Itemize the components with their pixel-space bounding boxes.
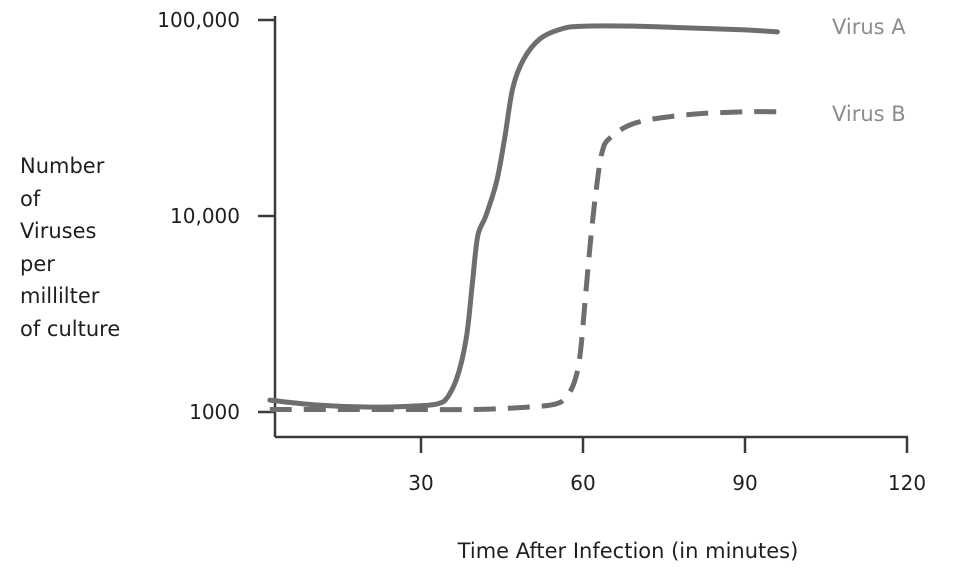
x-tick-label: 30 xyxy=(408,471,433,495)
y-axis-label-line: Number xyxy=(20,154,105,178)
legend-entry-virus-b: Virus B xyxy=(832,102,906,126)
series-line-virus-b xyxy=(269,109,778,413)
y-axis-label-line: of culture xyxy=(20,316,121,341)
y-axis-label: Number of Viruses per millilter of cultu… xyxy=(20,150,120,345)
series-lines xyxy=(267,23,780,413)
legend-entry-virus-a: Virus A xyxy=(832,15,906,39)
y-axis-label-line: per xyxy=(20,251,55,276)
y-tick-label: 10,000 xyxy=(170,204,240,228)
x-tick-label: 120 xyxy=(888,471,926,495)
x-ticks: 30 60 90 120 xyxy=(408,437,926,495)
y-axis-label-line: millilter xyxy=(20,284,100,308)
x-axis-label: Time After Infection (in minutes) xyxy=(457,539,799,563)
y-tick-label: 1000 xyxy=(189,400,240,424)
x-tick-label: 90 xyxy=(732,471,757,495)
y-tick-label: 100,000 xyxy=(157,8,240,32)
y-axis-label-line: of xyxy=(20,186,41,211)
legend: Virus A Virus B xyxy=(832,15,906,126)
y-axis-label-line: Viruses xyxy=(20,219,97,243)
series-line-virus-a xyxy=(267,23,780,410)
y-ticks: 1000 10,000 100,000 xyxy=(157,8,275,424)
x-tick-label: 60 xyxy=(570,471,595,495)
axes xyxy=(273,16,908,439)
